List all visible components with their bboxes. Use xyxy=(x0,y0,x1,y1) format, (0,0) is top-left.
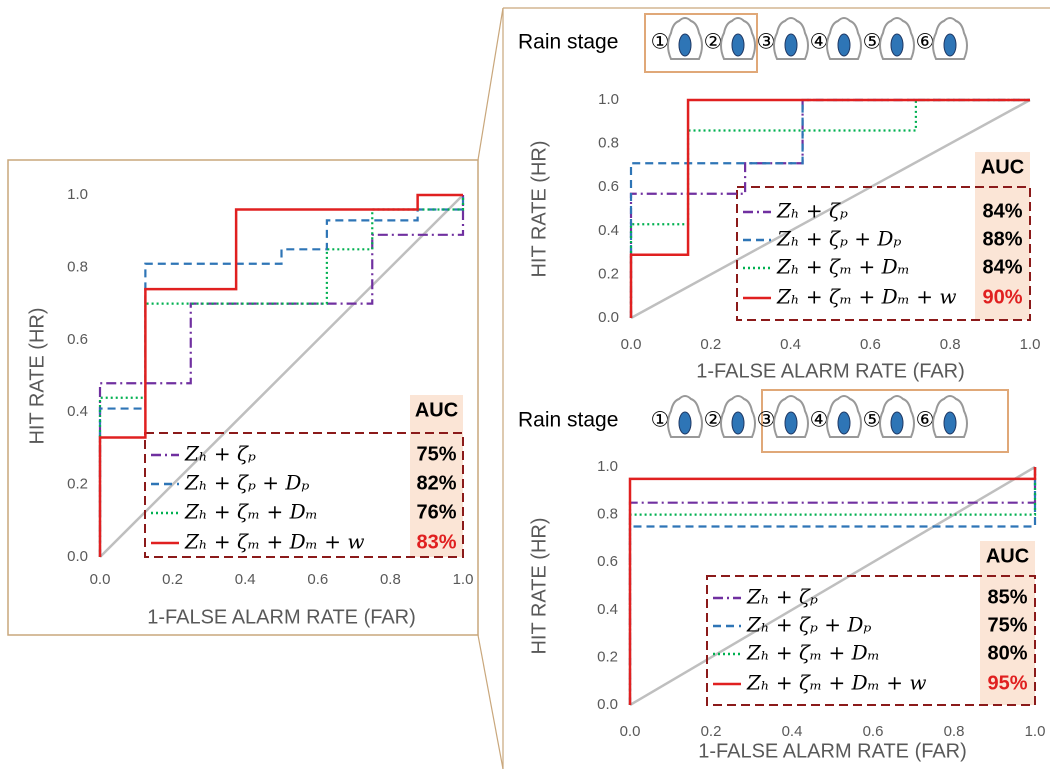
legend-label: Zₕ + ζₚ + Dₚ xyxy=(184,471,309,495)
x-tick-label: 0.4 xyxy=(235,571,256,588)
auc-value: 83% xyxy=(416,531,456,553)
stage-icon xyxy=(944,34,956,56)
connector xyxy=(478,635,503,769)
y-tick-label: 0.0 xyxy=(597,696,618,713)
figure: 0.0 0.2 0.4 0.6 0.8 1.0 0.0 0.2 0.4 0.6 0.8 1.0 1-FA… xyxy=(0,0,1050,769)
auc-value: 75% xyxy=(416,443,456,465)
auc-value: 88% xyxy=(982,228,1022,250)
auc-value: 85% xyxy=(987,586,1027,608)
auc-title: AUC xyxy=(415,399,458,421)
stage-icon xyxy=(785,34,797,56)
x-tick-label: 0.0 xyxy=(620,723,641,740)
stage-icon xyxy=(679,412,691,434)
legend-label: Zₕ + ζₚ xyxy=(184,442,256,466)
legend-label: Zₕ + ζₚ + Dₚ xyxy=(776,227,901,251)
y-tick-label: 1.0 xyxy=(67,186,88,203)
y-tick-label: 0.2 xyxy=(597,648,618,665)
x-tick-label: 1.0 xyxy=(1025,723,1046,740)
stage-number: ④ xyxy=(810,31,829,54)
auc-value: 84% xyxy=(982,200,1022,222)
stage-number: ② xyxy=(704,31,723,54)
x-axis-label: 1-FALSE ALARM RATE (FAR) xyxy=(696,360,965,382)
stage-number: ⑤ xyxy=(863,409,882,432)
x-tick-label: 0.2 xyxy=(162,571,183,588)
stage-number: ⑤ xyxy=(863,31,882,54)
legend-label: Zₕ + ζₘ + Dₘ xyxy=(746,641,880,665)
x-tick-label: 0.2 xyxy=(700,336,721,353)
x-tick-label: 1.0 xyxy=(453,571,474,588)
stage-icon xyxy=(732,412,744,434)
auc-value: 75% xyxy=(987,614,1027,636)
y-tick-label: 0.8 xyxy=(67,258,88,275)
stage-icon xyxy=(838,34,850,56)
y-tick-label: 0.4 xyxy=(67,403,88,420)
y-tick-label: 0.8 xyxy=(598,135,619,152)
y-tick-label: 0.4 xyxy=(598,222,619,239)
x-axis-label: 1-FALSE ALARM RATE (FAR) xyxy=(698,740,967,762)
x-tick-label: 0.0 xyxy=(90,571,111,588)
y-tick-label: 0.0 xyxy=(67,548,88,565)
legend-label: Zₕ + ζₚ + Dₚ xyxy=(746,613,871,637)
x-tick-label: 0.4 xyxy=(782,723,803,740)
stage-number: ② xyxy=(704,409,723,432)
x-tick-label: 0.0 xyxy=(621,336,642,353)
y-tick-label: 0.4 xyxy=(597,601,618,618)
auc-value: 90% xyxy=(982,286,1022,308)
y-tick-label: 0.0 xyxy=(598,309,619,326)
y-tick-label: 0.2 xyxy=(598,265,619,282)
stage-number: ④ xyxy=(810,409,829,432)
connector xyxy=(478,8,503,160)
x-tick-label: 1.0 xyxy=(1020,336,1041,353)
x-tick-label: 0.8 xyxy=(940,336,961,353)
x-tick-label: 0.8 xyxy=(944,723,965,740)
y-tick-label: 0.6 xyxy=(67,331,88,348)
x-axis-label: 1-FALSE ALARM RATE (FAR) xyxy=(147,606,416,628)
stage-icon xyxy=(891,412,903,434)
stage-number: ① xyxy=(651,409,670,432)
stage-icon xyxy=(891,34,903,56)
x-tick-label: 0.6 xyxy=(863,723,884,740)
stage-icon xyxy=(732,34,744,56)
stage-number: ① xyxy=(651,31,670,54)
stage-icon xyxy=(785,412,797,434)
y-tick-label: 0.8 xyxy=(597,506,618,523)
stage-icon xyxy=(944,412,956,434)
auc-value: 76% xyxy=(416,501,456,523)
legend-label: Zₕ + ζₘ + Dₘ xyxy=(184,500,318,524)
stage-label: Rain stage xyxy=(518,409,618,432)
legend-label: Zₕ + ζₚ xyxy=(776,199,848,223)
stage-number: ③ xyxy=(757,409,776,432)
auc-value: 80% xyxy=(987,642,1027,664)
x-tick-label: 0.4 xyxy=(780,336,801,353)
y-tick-label: 0.6 xyxy=(598,178,619,195)
y-tick-label: 1.0 xyxy=(597,458,618,475)
y-axis-label: HIT RATE (HR) xyxy=(26,307,48,444)
auc-title: AUC xyxy=(981,156,1024,178)
auc-value: 95% xyxy=(987,672,1027,694)
auc-title: AUC xyxy=(986,545,1029,567)
stage-icon xyxy=(838,412,850,434)
y-axis-label: HIT RATE (HR) xyxy=(528,517,550,654)
legend-label: Zₕ + ζₚ xyxy=(746,585,818,609)
y-tick-label: 0.2 xyxy=(67,476,88,493)
x-tick-label: 0.2 xyxy=(701,723,722,740)
stage-label: Rain stage xyxy=(518,31,618,54)
y-axis-label: HIT RATE (HR) xyxy=(528,140,550,277)
stage-number: ⑥ xyxy=(916,31,935,54)
legend-label: Zₕ + ζₘ + Dₘ xyxy=(776,255,910,279)
x-tick-label: 0.8 xyxy=(380,571,401,588)
stage-number: ③ xyxy=(757,31,776,54)
legend-label: Zₕ + ζₘ + Dₘ + w xyxy=(776,285,957,309)
y-tick-label: 1.0 xyxy=(598,91,619,108)
auc-value: 82% xyxy=(416,472,456,494)
stage-icon xyxy=(679,34,691,56)
legend-label: Zₕ + ζₘ + Dₘ + w xyxy=(746,671,927,695)
stage-number: ⑥ xyxy=(916,409,935,432)
x-tick-label: 0.6 xyxy=(860,336,881,353)
y-tick-label: 0.6 xyxy=(597,553,618,570)
legend-label: Zₕ + ζₘ + Dₘ + w xyxy=(184,530,365,554)
x-tick-label: 0.6 xyxy=(307,571,328,588)
auc-value: 84% xyxy=(982,256,1022,278)
